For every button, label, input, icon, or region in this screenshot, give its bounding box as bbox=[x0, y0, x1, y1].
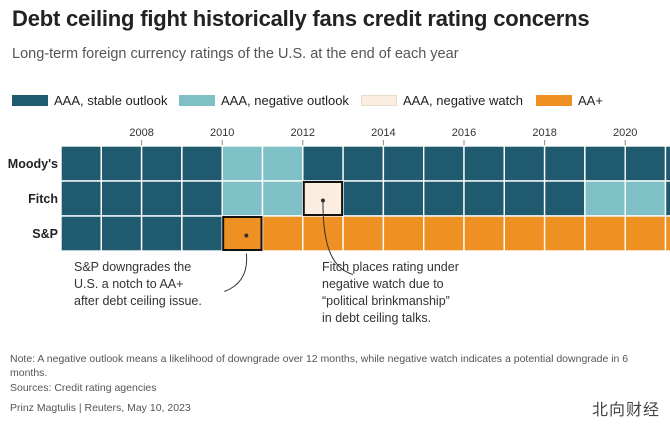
year-tick-label-2008: 2008 bbox=[129, 127, 153, 139]
cell-s-p-2011 bbox=[221, 215, 264, 252]
legend-item-stable: AAA, stable outlook bbox=[12, 92, 167, 108]
cell-moody-s-2012 bbox=[261, 145, 304, 182]
footnote: Note: A negative outlook means a likelih… bbox=[10, 353, 629, 379]
highlight-box-2011 bbox=[222, 216, 263, 251]
cell-moody-s-2016 bbox=[423, 145, 465, 182]
cell-fitch-2010 bbox=[181, 180, 223, 217]
cell-s-p-2012 bbox=[261, 215, 304, 252]
cell-s-p-2015 bbox=[382, 215, 425, 252]
cell-moody-s-2009 bbox=[140, 145, 183, 182]
year-tick-label-2012: 2012 bbox=[291, 127, 315, 139]
row-label-s-p: S&P bbox=[32, 227, 58, 241]
cell-s-p-2018 bbox=[503, 215, 546, 252]
legend-item-negative-watch: AAA, negative watch bbox=[361, 92, 523, 108]
connector-sp bbox=[224, 253, 248, 292]
legend-label-negative-outlook: AAA, negative outlook bbox=[221, 92, 349, 108]
row-label-moody-s: Moody's bbox=[8, 157, 58, 171]
legend: AAA, stable outlook AAA, negative outloo… bbox=[12, 92, 662, 108]
byline: Prinz Magtulis | Reuters, May 10, 2023 bbox=[10, 402, 191, 414]
connector-fitch bbox=[322, 202, 354, 275]
cell-fitch-2014 bbox=[342, 180, 385, 217]
cell-moody-s-2015 bbox=[382, 145, 425, 182]
annotation-fitch-line-1: Fitch places rating under bbox=[322, 260, 459, 274]
cell-fitch-2016 bbox=[423, 180, 465, 217]
annotation-sp-downgrade: S&P downgrades the U.S. a notch to AA+ a… bbox=[74, 259, 202, 310]
annotation-sp-line-3: after debt ceiling issue. bbox=[74, 294, 202, 308]
cell-moody-s-2014 bbox=[342, 145, 385, 182]
cell-s-p-2017 bbox=[463, 215, 505, 252]
cell-moody-s-2007 bbox=[60, 145, 102, 182]
cell-fitch-2012 bbox=[261, 180, 304, 217]
chart-title: Debt ceiling fight historically fans cre… bbox=[12, 6, 590, 31]
cell-s-p-2021 bbox=[624, 215, 667, 252]
year-tick-label-2010: 2010 bbox=[210, 127, 234, 139]
annotation-sp-line-1: S&P downgrades the bbox=[74, 260, 192, 274]
cell-fitch-2017 bbox=[463, 180, 505, 217]
cell-s-p-2022 bbox=[664, 215, 670, 252]
cell-fitch-2007 bbox=[60, 180, 102, 217]
annotation-fitch-line-2: negative watch due to bbox=[322, 277, 444, 291]
cell-moody-s-2020 bbox=[584, 145, 626, 182]
year-tick-label-2014: 2014 bbox=[371, 127, 395, 139]
connector-dot-sp bbox=[244, 233, 249, 238]
chart-subtitle: Long-term foreign currency ratings of th… bbox=[12, 46, 459, 62]
cell-fitch-2022 bbox=[664, 180, 670, 217]
cell-s-p-2010 bbox=[181, 215, 223, 252]
cell-moody-s-2021 bbox=[624, 145, 667, 182]
annotation-fitch-watch: Fitch places rating under negative watch… bbox=[322, 259, 459, 327]
cell-fitch-2019 bbox=[543, 180, 586, 217]
legend-swatch-negative-watch bbox=[361, 94, 397, 106]
cell-s-p-2020 bbox=[584, 215, 626, 252]
legend-label-stable: AAA, stable outlook bbox=[54, 92, 168, 108]
annotation-fitch-line-4: in debt ceiling talks. bbox=[322, 311, 432, 325]
cell-moody-s-2017 bbox=[463, 145, 505, 182]
cell-fitch-2008 bbox=[100, 180, 143, 217]
cell-fitch-2020 bbox=[584, 180, 626, 217]
cell-moody-s-2019 bbox=[543, 145, 586, 182]
cell-s-p-2016 bbox=[423, 215, 465, 252]
cell-s-p-2014 bbox=[342, 215, 385, 252]
legend-swatch-stable bbox=[12, 94, 48, 106]
legend-label-aa-plus: AA+ bbox=[578, 92, 603, 108]
cell-fitch-2018 bbox=[503, 180, 546, 217]
annotation-fitch-line-3: “political brinkmanship” bbox=[322, 294, 450, 308]
cell-moody-s-2008 bbox=[100, 145, 143, 182]
watermark: 北向财经 bbox=[591, 402, 660, 419]
legend-swatch-negative-outlook bbox=[179, 94, 215, 106]
rating-heatmap: 20082010201220142016201820202022Moody'sF… bbox=[8, 127, 670, 292]
year-tick-label-2018: 2018 bbox=[532, 127, 556, 139]
cell-s-p-2009 bbox=[140, 215, 183, 252]
year-tick-label-2016: 2016 bbox=[452, 127, 476, 139]
legend-item-aa-plus: AA+ bbox=[536, 92, 603, 108]
year-tick-label-2020: 2020 bbox=[613, 127, 637, 139]
legend-item-negative-outlook: AAA, negative outlook bbox=[179, 92, 349, 108]
legend-label-negative-watch: AAA, negative watch bbox=[403, 92, 523, 108]
cell-s-p-2013 bbox=[302, 215, 344, 252]
annotation-sp-line-2: U.S. a notch to AA+ bbox=[74, 277, 184, 291]
cell-s-p-2007 bbox=[60, 215, 102, 252]
cell-moody-s-2011 bbox=[221, 145, 264, 182]
cell-fitch-2015 bbox=[382, 180, 425, 217]
connector-dot-fitch bbox=[320, 198, 325, 203]
sources: Sources: Credit rating agencies bbox=[10, 382, 157, 394]
cell-moody-s-2018 bbox=[503, 145, 546, 182]
cell-fitch-2021 bbox=[624, 180, 667, 217]
row-label-fitch: Fitch bbox=[28, 192, 58, 206]
cell-moody-s-2022 bbox=[664, 145, 670, 182]
legend-swatch-aa-plus bbox=[536, 94, 572, 106]
cell-moody-s-2013 bbox=[302, 145, 344, 182]
cell-s-p-2019 bbox=[543, 215, 586, 252]
cell-fitch-2011 bbox=[221, 180, 264, 217]
cell-fitch-2009 bbox=[140, 180, 183, 217]
cell-s-p-2008 bbox=[100, 215, 143, 252]
cell-moody-s-2010 bbox=[181, 145, 223, 182]
